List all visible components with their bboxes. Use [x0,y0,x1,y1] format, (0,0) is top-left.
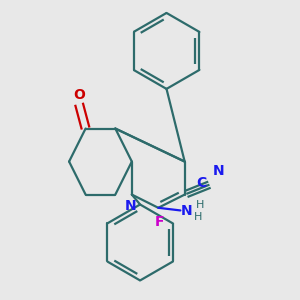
Text: C: C [196,176,206,190]
Text: N: N [181,204,192,218]
Text: F: F [154,215,164,229]
Text: O: O [73,88,85,101]
Text: N: N [212,164,224,178]
Text: H: H [194,212,202,222]
Text: H: H [196,200,204,210]
Text: N: N [124,199,136,213]
